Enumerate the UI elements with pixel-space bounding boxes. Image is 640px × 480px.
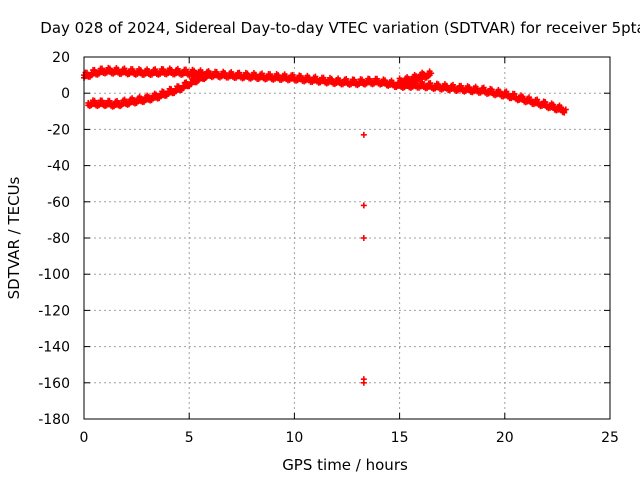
y-tick-label: 20 [52, 50, 70, 66]
x-tick-label: 10 [285, 430, 303, 446]
data-point-outlier [360, 202, 367, 209]
y-tick-label: -140 [38, 340, 70, 356]
x-tick-label: 20 [496, 430, 514, 446]
y-tick-label: -60 [47, 195, 70, 211]
data-point [561, 109, 568, 116]
y-tick-label: -80 [47, 231, 70, 247]
y-tick-label: -120 [38, 303, 70, 319]
y-tick-label: 0 [61, 86, 70, 102]
data-point-outlier [360, 235, 367, 241]
x-tick-label: 0 [80, 430, 89, 446]
data-point [207, 70, 214, 77]
data-point [428, 70, 435, 77]
data-point [562, 106, 569, 113]
data-point-outlier [360, 379, 367, 386]
chart-title: Day 028 of 2024, Sidereal Day-to-day VTE… [40, 19, 640, 37]
x-axis-label: GPS time / hours [282, 456, 408, 474]
y-tick-label: -100 [38, 267, 70, 283]
x-tick-label: 15 [391, 430, 409, 446]
x-tick-label: 25 [601, 430, 619, 446]
y-tick-label: -180 [38, 412, 70, 428]
x-tick-label: 5 [185, 430, 194, 446]
data-point-outlier [360, 131, 367, 138]
plot-frame [83, 56, 611, 420]
grid [84, 57, 610, 419]
y-axis-label: SDTVAR / TECUs [5, 176, 23, 299]
y-tick-label: -20 [47, 122, 70, 138]
data-marks [81, 64, 569, 386]
tick-labels: 20 0 -20 -40 -60 -80 -100 -120 -140 -160 -180 0 5 10 1… [38, 50, 619, 446]
y-tick-label: -160 [38, 376, 70, 392]
tick-marks [83, 56, 611, 420]
y-tick-label: -40 [47, 159, 70, 175]
